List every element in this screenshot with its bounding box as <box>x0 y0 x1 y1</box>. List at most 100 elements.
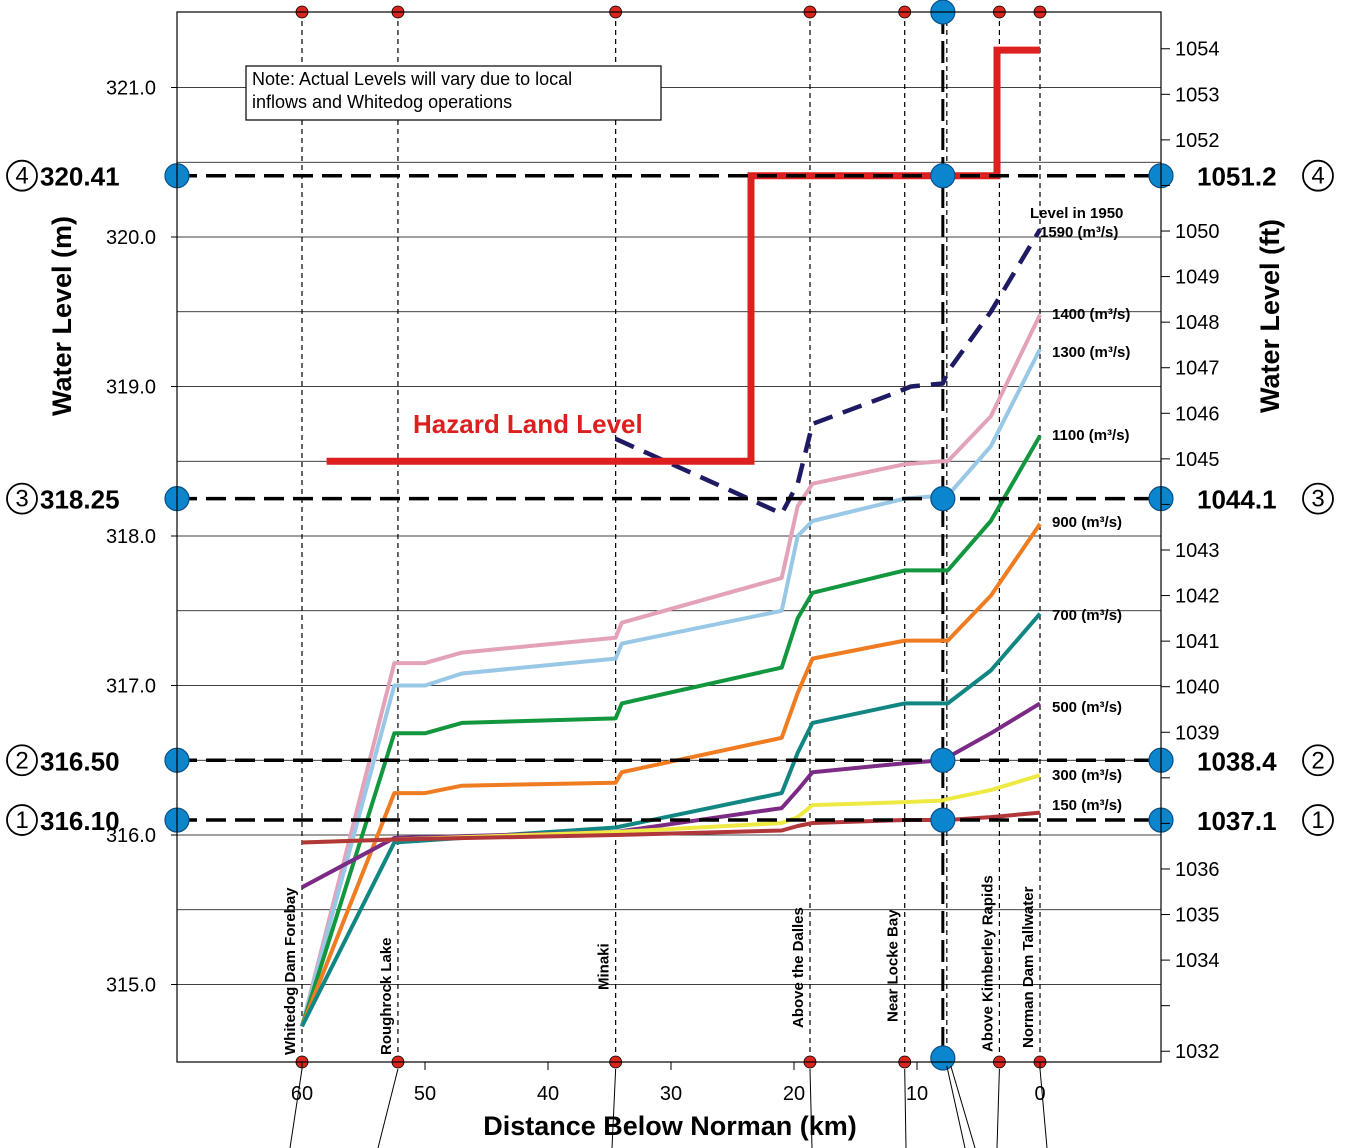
series-label: 1300 (m³/s) <box>1052 344 1130 361</box>
reference-id-left-text: 4 <box>15 163 28 190</box>
x-axis-title: Distance Below Norman (km) <box>483 1111 857 1141</box>
reference-id-right-text: 3 <box>1311 486 1324 513</box>
y-tick-label: 319.0 <box>106 377 156 399</box>
series-line <box>301 701 1042 890</box>
chart-text: Water Level (m) Water Level (ft) Distanc… <box>47 65 1285 1141</box>
reference-id-right-text: 4 <box>1311 163 1324 190</box>
reference-id-left <box>6 744 38 777</box>
gridlines <box>177 87 1161 985</box>
x-tick-label: 0 <box>1034 1083 1045 1105</box>
reference-marker-center <box>930 807 956 833</box>
x-tick-label: 10 <box>906 1083 928 1105</box>
y2-tick-label: 1054 <box>1175 39 1220 61</box>
y2-tick-label: 1036 <box>1175 859 1220 881</box>
location-leader <box>611 1068 617 1148</box>
plot-frame <box>176 11 1162 1063</box>
series-label-flow: 1590 (m³/s) <box>1040 224 1118 241</box>
location-label: Above the Dalles <box>790 907 807 1028</box>
series-label: 900 (m³/s) <box>1052 514 1122 531</box>
reference-levels: 4 320.41 1051.2 4 3 318.25 1044.1 3 2 316.50 1038.… <box>6 159 1334 836</box>
y2-tick-label: 1032 <box>1175 1041 1220 1063</box>
reference-id-left <box>6 159 38 192</box>
reference-id-left-text: 2 <box>15 747 28 774</box>
y2-tick-label: 1052 <box>1175 130 1220 152</box>
reference-value-m: 320.41 <box>40 162 120 192</box>
y2-tick-label: 1048 <box>1175 312 1220 334</box>
series-line <box>614 228 1042 516</box>
reference-value-m: 316.50 <box>40 746 120 776</box>
y2-axis-title: Water Level (ft) <box>1255 219 1285 413</box>
y2-tick-label: 1040 <box>1175 677 1220 699</box>
location-leader <box>904 1068 907 1148</box>
location-label: Minaki <box>596 943 613 990</box>
x-tick-label: 30 <box>660 1083 682 1105</box>
note-line-1: Note: Actual Levels will vary due to loc… <box>252 69 572 89</box>
y-tick-label: 318.0 <box>106 526 156 548</box>
series-line <box>300 313 1042 1027</box>
reference-value-ft: 1051.2 <box>1197 162 1277 192</box>
reference-value-ft: 1037.1 <box>1197 806 1277 836</box>
x-tick-label: 40 <box>537 1083 559 1105</box>
y2-tick-label: 1041 <box>1175 631 1220 653</box>
location-label: Above Kimberley Rapids <box>979 875 996 1052</box>
location-label: Near Locke Bay <box>885 909 902 1022</box>
reference-id-right-text: 1 <box>1311 807 1324 834</box>
series-label: 1100 (m³/s) <box>1052 427 1130 444</box>
reference-id-left <box>6 804 38 836</box>
reference-id-right-text: 2 <box>1311 747 1324 774</box>
location-label: Norman Dam Tallwater <box>1020 886 1037 1048</box>
reference-id-right <box>1302 482 1334 515</box>
series-label: 150 (m³/s) <box>1052 797 1122 814</box>
location-leader <box>377 1068 399 1148</box>
y-axis-title: Water Level (m) <box>47 216 77 416</box>
x-tick-label: 60 <box>291 1083 313 1105</box>
key-site-leader <box>950 1065 976 1148</box>
y2-tick-label: 1034 <box>1175 950 1220 972</box>
note-box <box>245 65 662 121</box>
reference-marker-center <box>930 747 956 773</box>
location-label: Roughrock Lake <box>378 937 395 1055</box>
series-label: 1400 (m³/s) <box>1052 306 1130 323</box>
reference-id-left <box>6 482 38 515</box>
note-line-2: inflows and Whitedog operations <box>252 92 512 112</box>
reference-id-left-text: 1 <box>15 807 28 834</box>
y2-tick-label: 1049 <box>1175 267 1220 289</box>
series-line <box>300 348 1042 1027</box>
y2-tick-label: 1039 <box>1175 722 1220 744</box>
location-leader <box>289 1068 303 1148</box>
y-tick-label: 315.0 <box>106 975 156 997</box>
hazard-land-level-label: Hazard Land Level <box>413 409 643 439</box>
key-site-leader <box>946 1065 966 1148</box>
series-label: 300 (m³/s) <box>1052 767 1122 784</box>
location-leader <box>1039 1068 1048 1148</box>
series-lines <box>300 228 1042 1028</box>
y2-tick-label: 1043 <box>1175 540 1220 562</box>
reference-id-left-text: 3 <box>15 486 28 513</box>
series-line <box>300 434 1042 1028</box>
y2-tick-label: 1042 <box>1175 586 1220 608</box>
y-tick-label: 316.0 <box>106 825 156 847</box>
reference-id-right <box>1302 159 1334 192</box>
reference-id-right <box>1302 804 1334 836</box>
y2-tick-label: 1050 <box>1175 221 1220 243</box>
series-label: Level in 1950 <box>1030 205 1123 222</box>
x-tick-label: 50 <box>414 1083 436 1105</box>
y-tick-label: 320.0 <box>106 227 156 249</box>
y2-tick-label: 1035 <box>1175 905 1220 927</box>
location-label: Whitedog Dam Forebay <box>282 887 299 1055</box>
y-tick-label: 321.0 <box>106 78 156 100</box>
reference-value-ft: 1038.4 <box>1197 746 1277 776</box>
reference-id-right <box>1302 744 1334 777</box>
series-line <box>300 522 1042 1028</box>
y2-tick-label: 1045 <box>1175 449 1220 471</box>
y-tick-label: 317.0 <box>106 676 156 698</box>
y2-tick-label: 1046 <box>1175 403 1220 425</box>
y2-tick-label: 1047 <box>1175 358 1220 380</box>
reference-value-m: 316.10 <box>40 806 120 836</box>
location-leader <box>809 1068 813 1148</box>
location-leader <box>996 1068 1000 1148</box>
series-label: 700 (m³/s) <box>1052 607 1122 624</box>
reference-value-m: 318.25 <box>40 485 120 515</box>
reference-value-ft: 1044.1 <box>1197 485 1277 515</box>
series-label: 500 (m³/s) <box>1052 699 1122 716</box>
